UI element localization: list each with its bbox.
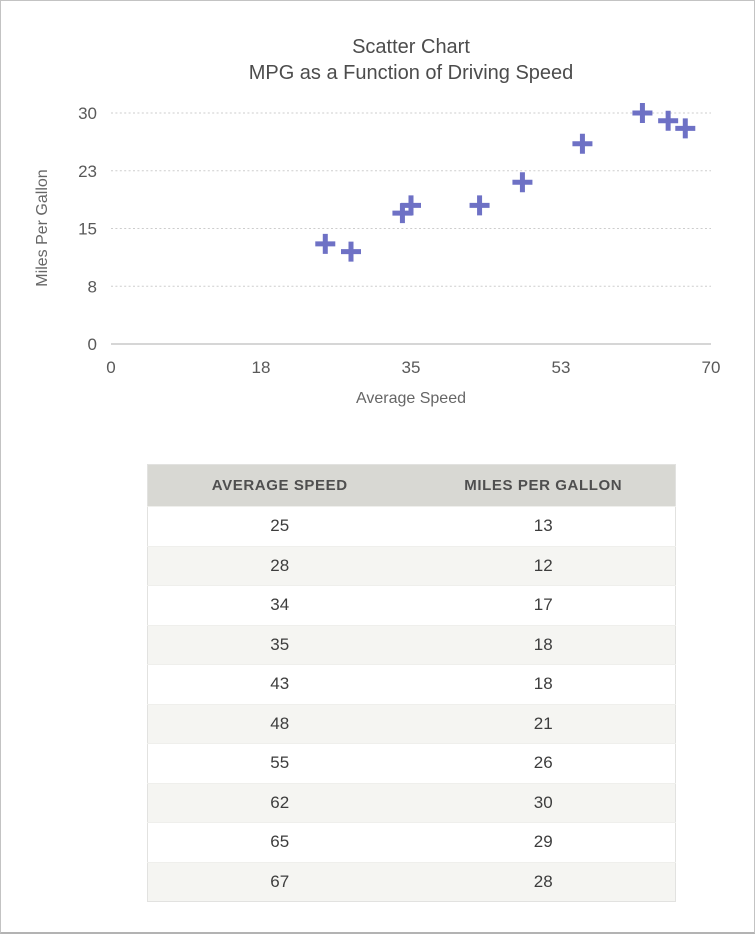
- data-point-marker: [572, 133, 593, 154]
- x-tick-label: 70: [702, 358, 721, 377]
- table-cell: 13: [411, 506, 676, 546]
- x-axis-title: Average Speed: [355, 390, 466, 407]
- table-row: 34 17: [147, 585, 676, 625]
- table-header-row: AVERAGE SPEED MILES PER GALLON: [147, 464, 676, 507]
- table-cell: 25: [147, 506, 412, 546]
- table-cell: 43: [147, 664, 412, 704]
- table-cell: 35: [147, 624, 412, 665]
- table-cell: 28: [411, 861, 676, 902]
- data-point-marker: [401, 195, 421, 216]
- scatter-chart: 0 8 15 23 30 0 18 35 53 70 Scatter Chart MPG as a…: [1, 1, 754, 431]
- y-tick-label: 30: [78, 104, 97, 123]
- y-tick-label: 8: [88, 277, 97, 296]
- table-row: 65 29: [147, 822, 676, 862]
- chart-title-block: Scatter Chart MPG as a Function of Drivi…: [111, 34, 711, 86]
- table-row: 48 21: [147, 703, 676, 744]
- table-row: 67 28: [147, 861, 676, 902]
- table-cell: 17: [411, 585, 676, 625]
- data-point-marker: [341, 241, 361, 262]
- table-cell: 21: [411, 703, 676, 744]
- table-cell: 29: [411, 822, 676, 862]
- table-row: 35 18: [147, 624, 676, 665]
- table-row: 55 26: [147, 743, 676, 783]
- table-cell: 28: [147, 545, 412, 586]
- y-tick-label: 15: [78, 220, 97, 239]
- table-cell: 34: [147, 585, 412, 625]
- y-axis-title: Miles Per Gallon: [34, 169, 51, 287]
- table-cell: 65: [147, 822, 412, 862]
- scatter-plot-canvas: 0 8 15 23 30 0 18 35 53 70: [78, 103, 721, 377]
- table-cell: 12: [411, 545, 676, 586]
- table-row: 43 18: [147, 664, 676, 704]
- data-point-marker: [469, 195, 490, 216]
- chart-title: Scatter Chart: [352, 36, 470, 58]
- table-row: 28 12: [147, 545, 676, 586]
- data-point-marker: [632, 103, 653, 123]
- data-point-marker: [675, 118, 696, 139]
- data-point-marker: [512, 172, 533, 193]
- table-cell: 26: [411, 743, 676, 783]
- x-tick-label: 35: [402, 358, 421, 377]
- chart-subtitle: MPG as a Function of Driving Speed: [248, 62, 574, 84]
- table-header-average-speed: AVERAGE SPEED: [147, 464, 412, 507]
- table-cell: 18: [411, 664, 676, 704]
- x-tick-label: 0: [106, 358, 115, 377]
- data-point-marker: [658, 110, 679, 131]
- x-tick-label: 18: [252, 358, 271, 377]
- table-body: 25 13 28 12 34 17 35 18 43 18 48 21 55 26 62 30 65 29 67 28: [147, 506, 676, 902]
- table-header-miles-per-gallon: MILES PER GALLON: [411, 464, 676, 507]
- x-tick-label: 53: [552, 358, 571, 377]
- table-row: 62 30: [147, 782, 676, 823]
- table-row: 25 13: [147, 506, 676, 546]
- table-cell: 67: [147, 861, 412, 902]
- table-cell: 48: [147, 703, 412, 744]
- table-cell: 18: [411, 624, 676, 665]
- table-header: AVERAGE SPEED MILES PER GALLON: [147, 464, 676, 507]
- data-point-marker: [315, 233, 336, 254]
- table-cell: 62: [147, 782, 412, 823]
- table-cell: 30: [411, 782, 676, 823]
- data-table: AVERAGE SPEED MILES PER GALLON 25 13 28 12 3…: [147, 464, 676, 902]
- table-cell: 55: [147, 743, 412, 783]
- y-tick-label: 23: [78, 162, 97, 181]
- y-tick-label: 0: [88, 335, 97, 354]
